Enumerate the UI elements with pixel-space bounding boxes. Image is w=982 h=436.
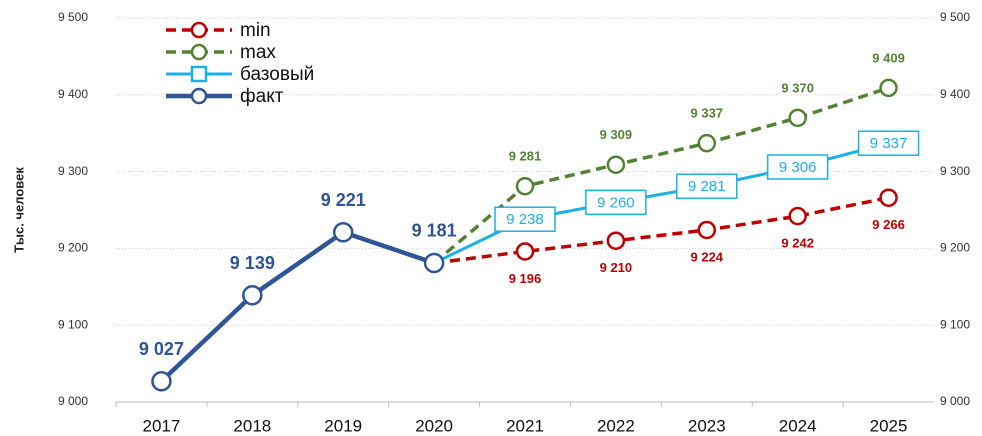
y2-tick-label: 9 500 <box>940 10 970 24</box>
data-label: 9 309 <box>600 127 633 142</box>
series-line <box>432 86 890 265</box>
series-line <box>433 195 889 265</box>
data-label: 9 242 <box>781 236 814 251</box>
point-marker <box>697 220 717 240</box>
point-marker <box>151 371 172 392</box>
data-label: 9 027 <box>139 339 184 359</box>
legend-label: факт <box>240 86 284 107</box>
data-label: 9 260 <box>597 194 635 211</box>
point-marker <box>515 242 535 261</box>
y2-tick-label: 9 000 <box>940 394 970 408</box>
label-box <box>585 189 647 216</box>
data-label: 9 181 <box>412 221 457 241</box>
y2-tick-label: 9 300 <box>940 164 970 178</box>
data-label: 9 196 <box>509 271 542 286</box>
data-label: 9 224 <box>691 249 724 264</box>
x-tick-label: 2022 <box>597 416 635 435</box>
series-line <box>159 229 435 383</box>
label-box <box>494 206 556 232</box>
y-tick-label: 9 500 <box>58 10 88 24</box>
point-marker <box>515 176 535 196</box>
x-tick-label: 2019 <box>324 416 362 435</box>
point-marker <box>879 78 898 98</box>
point-marker <box>788 206 807 226</box>
data-label: 9 238 <box>506 211 544 228</box>
x-tick-label: 2023 <box>688 416 726 435</box>
y2-tick-label: 9 400 <box>940 87 970 101</box>
data-label: 9 337 <box>691 106 724 121</box>
y-axis-label: Тыс. человек <box>11 167 26 253</box>
x-tick-label: 2018 <box>233 416 271 435</box>
data-label: 9 281 <box>509 149 542 164</box>
point-marker <box>788 108 807 128</box>
data-label: 9 139 <box>230 253 275 273</box>
point-marker <box>606 231 626 250</box>
y-tick-label: 9 200 <box>58 241 88 255</box>
data-label: 9 306 <box>779 159 817 176</box>
x-tick-label: 2020 <box>415 416 453 435</box>
data-label: 9 337 <box>870 135 908 152</box>
data-label: 9 370 <box>781 80 814 95</box>
label-box <box>857 130 920 156</box>
x-tick-label: 2017 <box>143 416 181 435</box>
label-box <box>676 173 738 199</box>
point-marker <box>332 222 354 243</box>
point-marker <box>697 133 717 153</box>
y2-tick-label: 9 100 <box>940 317 970 331</box>
data-label: 9 281 <box>688 178 726 195</box>
x-tick-label: 2024 <box>779 416 817 435</box>
legend-marker <box>190 21 208 39</box>
legend-label: min <box>240 20 271 41</box>
y2-tick-label: 9 200 <box>940 241 970 255</box>
legend-marker <box>190 43 208 61</box>
point-marker <box>423 252 445 274</box>
point-marker <box>879 188 898 207</box>
point-marker <box>606 155 626 174</box>
x-tick-label: 2025 <box>870 416 908 435</box>
y-tick-label: 9 000 <box>58 394 88 408</box>
data-label: 9 221 <box>321 190 366 210</box>
legend-marker <box>190 65 208 83</box>
y-tick-label: 9 300 <box>58 164 88 178</box>
point-marker <box>242 284 263 306</box>
legend-label: max <box>240 42 276 63</box>
x-tick-label: 2021 <box>506 416 544 435</box>
legend-marker <box>190 87 208 105</box>
y-tick-label: 9 400 <box>58 87 88 101</box>
legend-label: базовый <box>240 64 314 85</box>
data-label: 9 210 <box>600 260 633 275</box>
data-label: 9 409 <box>872 50 905 65</box>
label-box <box>766 154 829 180</box>
y-tick-label: 9 100 <box>58 317 88 331</box>
data-label: 9 266 <box>872 217 905 232</box>
